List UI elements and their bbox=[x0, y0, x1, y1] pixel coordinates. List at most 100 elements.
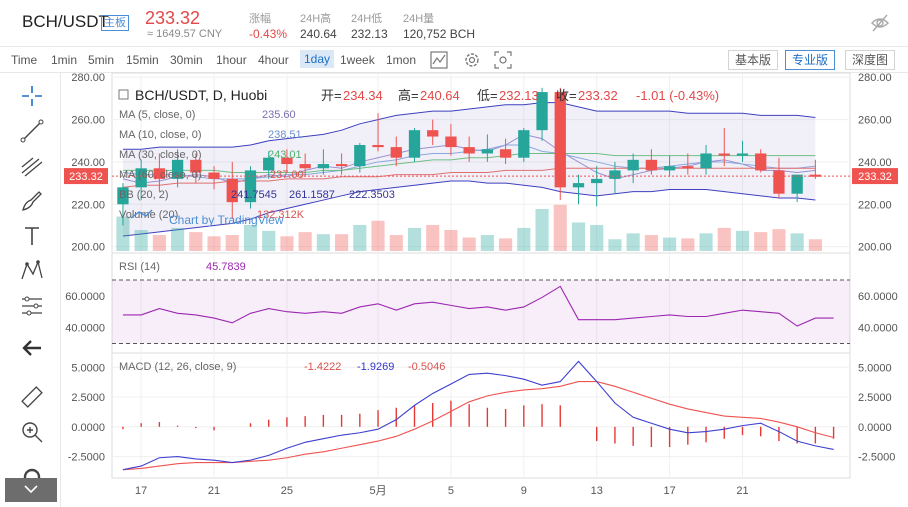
interval-1hour[interactable]: 1hour bbox=[216, 53, 247, 67]
ma10-value: 238.51 bbox=[268, 129, 302, 141]
interval-time[interactable]: Time bbox=[11, 53, 38, 67]
candle-body bbox=[536, 92, 548, 131]
view-depth-button[interactable]: 深度图 bbox=[845, 50, 896, 70]
pattern-icon[interactable] bbox=[19, 258, 45, 284]
rsi-tick-left: 60.0000 bbox=[65, 291, 105, 303]
stat-label-high: 24H高 bbox=[300, 13, 332, 25]
view-pro-button[interactable]: 专业版 bbox=[785, 50, 836, 70]
macd-tick-left: 2.5000 bbox=[71, 392, 105, 404]
x-tick-label: 13 bbox=[591, 485, 603, 497]
candle-body bbox=[682, 166, 694, 169]
bb-fill bbox=[122, 102, 816, 237]
volume-bar bbox=[171, 227, 185, 251]
price-cny: ≈ 1649.57 CNY bbox=[147, 28, 223, 40]
grid-lines bbox=[111, 72, 851, 479]
volume-bar bbox=[499, 238, 513, 251]
back-arrow-icon[interactable] bbox=[19, 335, 45, 361]
candle-body bbox=[609, 170, 621, 179]
candle-body bbox=[390, 147, 402, 158]
zoom-in-icon[interactable] bbox=[19, 419, 45, 445]
volume-bar bbox=[407, 227, 422, 251]
legend-open-value: 234.34 bbox=[343, 88, 383, 103]
interval-30min[interactable]: 30min bbox=[170, 53, 203, 67]
view-basic-button[interactable]: 基本版 bbox=[728, 50, 779, 70]
volume-bar bbox=[371, 220, 385, 251]
volume-bar bbox=[134, 230, 148, 251]
interval-5min[interactable]: 5min bbox=[88, 53, 115, 67]
macd-tick-left: -2.5000 bbox=[68, 452, 105, 464]
candle-body bbox=[663, 166, 676, 171]
interval-1mon[interactable]: 1mon bbox=[386, 53, 417, 67]
tradingview-logo-icon bbox=[130, 209, 153, 219]
volume-bar bbox=[426, 224, 440, 251]
volume-bar bbox=[754, 232, 768, 251]
macd-tick-right: 5.0000 bbox=[858, 362, 892, 374]
volume-bar bbox=[243, 224, 258, 251]
indicator-icon[interactable] bbox=[430, 51, 448, 69]
price-tick-right: 200.00 bbox=[858, 242, 892, 254]
macd-tick-left: 5.0000 bbox=[71, 362, 105, 374]
candle-body bbox=[627, 159, 639, 171]
collapse-panel-button[interactable] bbox=[5, 478, 57, 502]
macd-signal-value: -0.5046 bbox=[408, 361, 445, 373]
candle-body bbox=[809, 174, 822, 177]
macd-label: MACD (12, 26, close, 9) bbox=[119, 361, 236, 373]
volume-bar bbox=[389, 235, 403, 251]
pitchfork-icon[interactable] bbox=[19, 153, 45, 179]
brush-icon[interactable] bbox=[19, 188, 45, 214]
price-tick-left: 200.00 bbox=[71, 242, 105, 254]
board-badge: 主板 bbox=[101, 15, 129, 31]
crosshair-icon[interactable] bbox=[19, 83, 45, 109]
interval-1week[interactable]: 1week bbox=[340, 53, 375, 67]
volume-bar bbox=[553, 204, 567, 251]
volume-bar bbox=[808, 239, 822, 251]
legend-high-label: 高= bbox=[398, 88, 419, 103]
ruler-icon[interactable] bbox=[19, 384, 45, 410]
measure-icon[interactable] bbox=[19, 293, 45, 319]
text-icon[interactable] bbox=[19, 223, 45, 249]
candle-body bbox=[645, 159, 658, 171]
trendline-icon[interactable] bbox=[19, 118, 45, 144]
interval-4hour[interactable]: 4hour bbox=[258, 53, 289, 67]
rsi-pane bbox=[111, 252, 851, 354]
rsi-value: 45.7839 bbox=[206, 261, 246, 273]
candle-body bbox=[335, 164, 348, 167]
price-tick-left: 220.00 bbox=[71, 199, 105, 211]
candle-body bbox=[445, 136, 457, 148]
x-tick-label: 9 bbox=[521, 485, 527, 497]
candle-body bbox=[263, 157, 275, 171]
x-tick-label: 21 bbox=[736, 485, 748, 497]
macd-signal-line bbox=[122, 381, 834, 471]
stat-value-volume: 120,752 BCH bbox=[403, 27, 476, 41]
rsi-band-fill bbox=[112, 279, 850, 344]
candle-body bbox=[591, 178, 603, 184]
screenshot-icon[interactable] bbox=[494, 51, 512, 69]
legend-title: BCH/USDT, D, Huobi bbox=[135, 87, 267, 103]
magnet-icon[interactable] bbox=[19, 465, 45, 491]
legend-high-value: 240.64 bbox=[420, 88, 460, 103]
ma30-label: MA (30, close, 0) bbox=[119, 149, 202, 161]
collapse-legend-icon[interactable] bbox=[118, 89, 129, 100]
stat-label-low: 24H低 bbox=[351, 13, 383, 25]
interval-1min[interactable]: 1min bbox=[51, 53, 78, 67]
macd-panel bbox=[122, 360, 835, 471]
rsi-line bbox=[122, 285, 834, 327]
eye-off-icon[interactable] bbox=[870, 14, 890, 32]
macd-tick-right: 2.5000 bbox=[858, 392, 892, 404]
legend-low-label: 低= bbox=[477, 88, 498, 103]
ma60-value: 237.00 bbox=[270, 169, 304, 181]
volume-bar bbox=[663, 237, 677, 251]
interval-1day[interactable]: 1day bbox=[300, 50, 335, 68]
price-tick-right: 240.00 bbox=[858, 157, 892, 169]
interval-15min[interactable]: 15min bbox=[126, 53, 159, 67]
candle-body bbox=[408, 130, 421, 158]
stat-value-low: 232.13 bbox=[351, 27, 388, 41]
settings-icon[interactable] bbox=[463, 51, 481, 69]
stat-value-change: -0.43% bbox=[249, 27, 288, 41]
macd-hist-value: -1.4222 bbox=[304, 361, 341, 373]
bb-label: BB (20, 2) bbox=[119, 189, 169, 201]
candle-body bbox=[463, 147, 475, 154]
volume-bar bbox=[699, 233, 713, 251]
candle-body bbox=[718, 153, 730, 156]
